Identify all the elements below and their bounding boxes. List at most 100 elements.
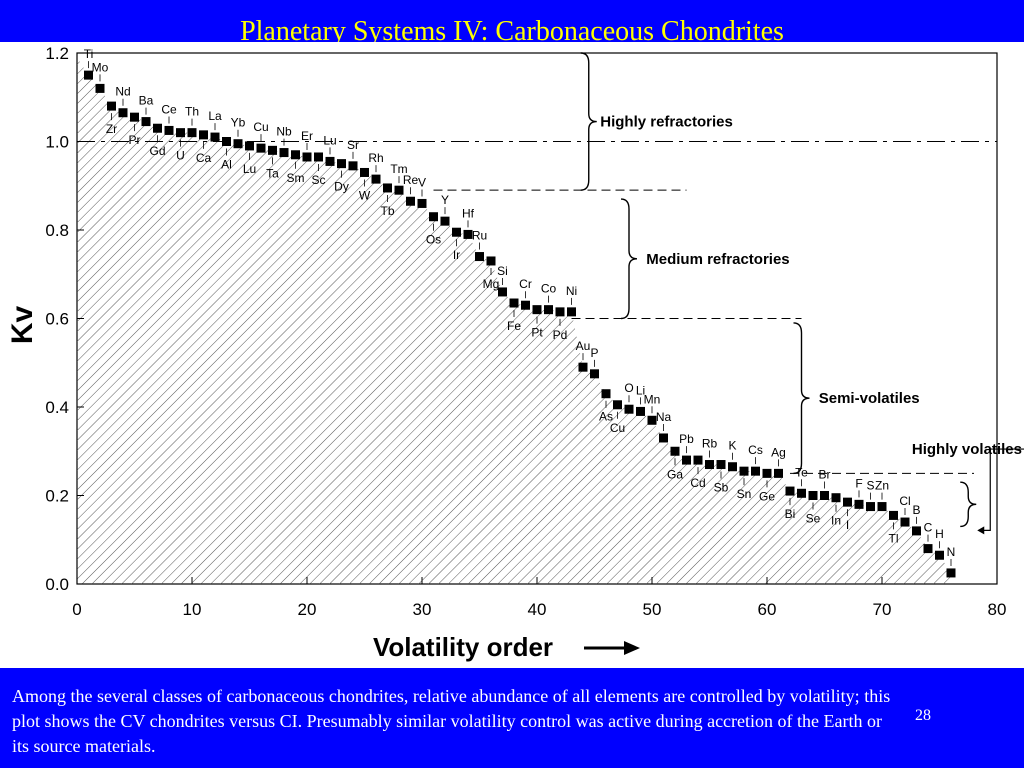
x-tick-label: 40 xyxy=(528,600,547,619)
element-label: Yb xyxy=(231,116,246,130)
element-label: W xyxy=(359,188,371,202)
pointer-arrow xyxy=(977,526,985,535)
pointer-line xyxy=(980,448,1024,531)
data-point xyxy=(486,256,496,266)
data-point xyxy=(785,486,795,496)
data-point xyxy=(831,493,841,503)
element-label: Sm xyxy=(287,171,305,185)
data-point xyxy=(199,130,208,140)
data-point xyxy=(693,455,703,465)
element-label: Rb xyxy=(702,437,718,451)
data-point xyxy=(475,252,484,262)
data-point xyxy=(889,510,898,520)
element-label: Se xyxy=(806,512,821,526)
data-point xyxy=(429,212,438,222)
data-point xyxy=(877,502,887,512)
data-point xyxy=(843,497,852,507)
element-label: Rh xyxy=(368,151,383,165)
element-label: Cr xyxy=(519,277,532,291)
element-label: Fe xyxy=(507,319,521,333)
category-label: Medium refractories xyxy=(646,251,789,268)
data-point xyxy=(624,404,634,414)
data-point xyxy=(256,143,266,153)
element-label: Br xyxy=(819,468,831,482)
data-point xyxy=(935,550,944,560)
data-point xyxy=(222,137,231,146)
element-label: Ge xyxy=(759,489,775,503)
element-label: Ca xyxy=(196,151,212,165)
footer-bar: Among the several classes of carbonaceou… xyxy=(0,668,1024,768)
data-point xyxy=(360,167,369,177)
data-point xyxy=(153,123,162,133)
category-label: Highly volatiles xyxy=(912,441,1022,458)
element-label: La xyxy=(208,109,222,123)
data-point xyxy=(337,159,346,169)
element-label: V xyxy=(418,175,426,189)
category-label: Semi-volatiles xyxy=(819,390,920,407)
y-tick-label: 0.8 xyxy=(45,221,69,240)
element-label: F xyxy=(855,476,862,490)
data-point xyxy=(233,139,243,149)
data-point xyxy=(141,117,151,127)
data-point xyxy=(532,305,542,315)
data-point xyxy=(302,152,312,162)
element-label: Nb xyxy=(276,125,292,139)
data-point xyxy=(820,491,829,500)
data-point xyxy=(762,468,772,478)
data-point xyxy=(866,502,875,512)
data-point xyxy=(797,488,806,498)
data-point xyxy=(774,468,783,478)
data-point xyxy=(118,108,128,118)
category-label: Highly refractories xyxy=(600,114,733,131)
element-label: Cu xyxy=(253,120,268,134)
category-brace xyxy=(793,322,810,475)
data-point xyxy=(900,517,910,527)
element-label: Pb xyxy=(679,432,694,446)
volatility-chart: 0 10 20 30 40 50 60 70 80 0.0 0.2 0.4 0.6 0.8 1.0 1.2 Ti… xyxy=(6,44,1024,662)
element-label: Er xyxy=(301,129,313,143)
data-point xyxy=(279,148,289,158)
slide-caption: Among the several classes of carbonaceou… xyxy=(12,686,891,756)
data-point xyxy=(245,141,254,151)
element-label: Os xyxy=(426,233,441,247)
x-tick-label: 20 xyxy=(298,600,317,619)
plot-layer: 0 10 20 30 40 50 60 70 80 0.0 0.2 0.4 0.6 0.8 1.0 1.2 Ti… xyxy=(45,44,1024,619)
data-point xyxy=(130,112,139,122)
data-point xyxy=(567,307,576,317)
element-label: Zn xyxy=(875,479,889,493)
data-point xyxy=(647,415,657,425)
data-point xyxy=(659,433,668,443)
data-point xyxy=(728,462,737,472)
data-point xyxy=(716,460,726,470)
data-point xyxy=(498,287,507,297)
data-point xyxy=(325,156,335,166)
data-point xyxy=(187,128,197,138)
data-point xyxy=(268,145,277,155)
slide-title: Planetary Systems IV: Carbonaceous Chond… xyxy=(240,16,784,42)
data-point xyxy=(555,307,565,317)
data-point xyxy=(578,362,588,372)
data-point xyxy=(95,83,105,93)
element-label: Bi xyxy=(785,507,796,521)
element-label: K xyxy=(728,439,736,453)
data-point xyxy=(406,196,415,206)
page-number: 28 xyxy=(915,707,931,724)
data-point xyxy=(636,406,645,416)
element-label: Cd xyxy=(690,476,705,490)
element-label: Lu xyxy=(323,133,336,147)
element-label: C xyxy=(924,521,933,535)
element-label: Pt xyxy=(531,326,543,340)
x-tick-label: 30 xyxy=(413,600,432,619)
data-point xyxy=(509,298,519,308)
x-tick-label: 70 xyxy=(873,600,892,619)
element-label: Mo xyxy=(92,60,109,74)
element-label: Lu xyxy=(243,162,256,176)
data-point xyxy=(590,369,599,379)
data-point xyxy=(682,455,691,465)
y-tick-label: 1.2 xyxy=(45,44,69,63)
data-point xyxy=(751,466,760,476)
data-point xyxy=(176,128,185,138)
x-tick-label: 0 xyxy=(72,600,81,619)
element-label: In xyxy=(831,514,841,528)
element-label: As xyxy=(599,410,613,424)
